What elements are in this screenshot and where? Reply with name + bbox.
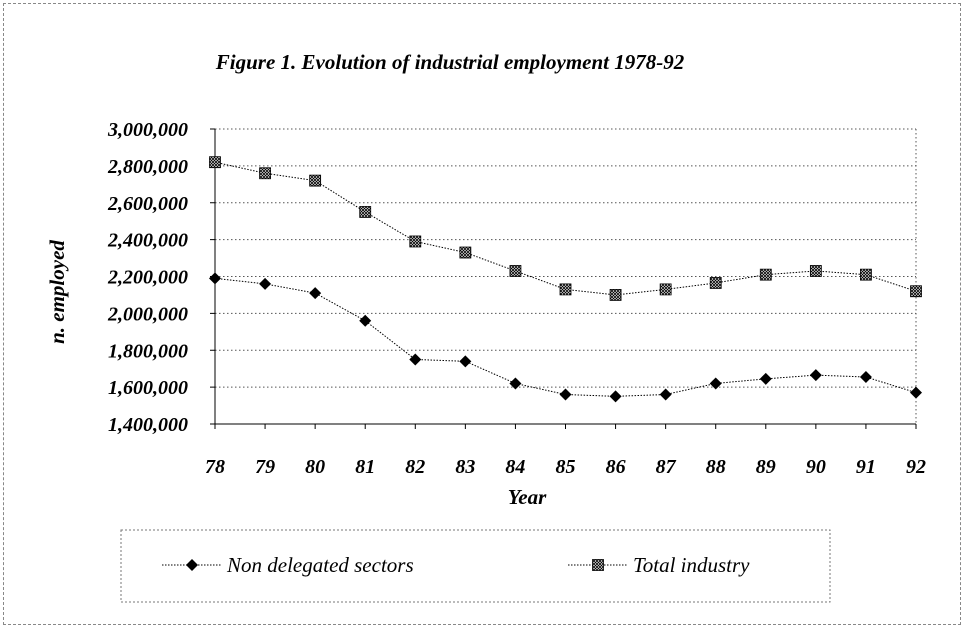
series-group xyxy=(209,156,922,403)
chart-frame xyxy=(3,3,961,625)
data-point-diamond xyxy=(359,314,372,327)
data-point-hatched-square xyxy=(860,268,872,281)
y-tick-label: 1,600,000 xyxy=(108,377,188,399)
legend: Non delegated sectors Total industry xyxy=(120,529,831,603)
data-point-hatched-square xyxy=(359,206,372,218)
data-point-diamond xyxy=(809,369,822,382)
data-point-hatched-square xyxy=(592,559,604,571)
legend-item-2: Total industry xyxy=(568,553,750,577)
data-point-hatched-square xyxy=(209,156,221,169)
data-point-diamond xyxy=(609,390,622,403)
x-tick-label: 91 xyxy=(856,456,876,478)
x-tick-label: 84 xyxy=(505,456,525,478)
data-point-diamond xyxy=(309,287,322,300)
data-point-hatched-square xyxy=(259,167,271,180)
series-line xyxy=(214,161,917,296)
x-tick-label: 87 xyxy=(656,456,677,478)
data-point-diamond xyxy=(859,370,872,383)
chart-title: Figure 1. Evolution of industrial employ… xyxy=(215,50,685,74)
axes xyxy=(210,128,917,429)
data-point-hatched-square xyxy=(659,283,672,296)
data-point-hatched-square xyxy=(709,277,722,289)
series-line xyxy=(214,277,917,397)
series-1 xyxy=(209,272,922,403)
data-point-hatched-square xyxy=(509,265,522,277)
y-axis-label: n. employed xyxy=(45,240,69,344)
data-point-diamond xyxy=(509,377,522,390)
y-axis-ticks: 3,000,000 2,800,000 2,600,000 2,400,000 2,20… xyxy=(107,119,188,436)
y-tick-label: 1,400,000 xyxy=(108,414,188,436)
data-point-diamond xyxy=(259,277,272,290)
x-tick-label: 85 xyxy=(556,456,576,478)
x-tick-label: 90 xyxy=(806,456,826,478)
grid-lines xyxy=(215,128,917,424)
series-2 xyxy=(209,156,922,301)
legend-label: Total industry xyxy=(633,553,750,577)
x-tick-label: 82 xyxy=(405,456,425,478)
y-tick-label: 2,800,000 xyxy=(107,156,188,178)
y-tick-label: 3,000,000 xyxy=(107,119,188,141)
legend-item-1: Non delegated sectors xyxy=(162,553,414,577)
y-tick-label: 2,600,000 xyxy=(107,193,188,215)
data-point-hatched-square xyxy=(759,268,772,281)
x-tick-label: 78 xyxy=(205,456,225,478)
data-point-hatched-square xyxy=(459,246,472,259)
data-point-hatched-square xyxy=(910,285,922,298)
y-tick-label: 2,000,000 xyxy=(107,303,188,325)
x-tick-label: 83 xyxy=(455,456,475,478)
x-tick-label: 86 xyxy=(606,456,626,478)
data-point-diamond xyxy=(910,386,922,399)
data-point-diamond xyxy=(759,372,772,385)
data-point-diamond xyxy=(709,377,722,390)
x-tick-label: 89 xyxy=(756,456,776,478)
x-tick-label: 88 xyxy=(706,456,726,478)
data-point-hatched-square xyxy=(409,235,422,248)
data-point-hatched-square xyxy=(609,289,622,301)
data-point-hatched-square xyxy=(559,283,572,296)
legend-label: Non delegated sectors xyxy=(226,553,414,577)
y-tick-label: 1,800,000 xyxy=(108,340,188,362)
x-axis-ticks: 78 79 80 81 82 83 84 85 86 87 88 89 90 91 92 xyxy=(205,456,926,478)
x-tick-label: 81 xyxy=(355,456,375,478)
data-point-diamond xyxy=(659,388,672,401)
data-point-diamond xyxy=(459,355,472,368)
data-point-hatched-square xyxy=(809,265,822,277)
x-tick-label: 92 xyxy=(906,456,926,478)
data-point-hatched-square xyxy=(309,174,322,187)
data-point-diamond xyxy=(409,353,422,366)
x-tick-label: 79 xyxy=(255,456,275,478)
x-tick-label: 80 xyxy=(305,456,325,478)
legend-box xyxy=(120,529,831,603)
y-tick-label: 2,200,000 xyxy=(107,267,188,289)
y-tick-label: 2,400,000 xyxy=(107,230,188,252)
data-point-diamond xyxy=(559,388,572,401)
data-point-diamond xyxy=(186,559,198,571)
data-point-diamond xyxy=(209,272,221,285)
x-axis-label: Year xyxy=(508,485,547,509)
